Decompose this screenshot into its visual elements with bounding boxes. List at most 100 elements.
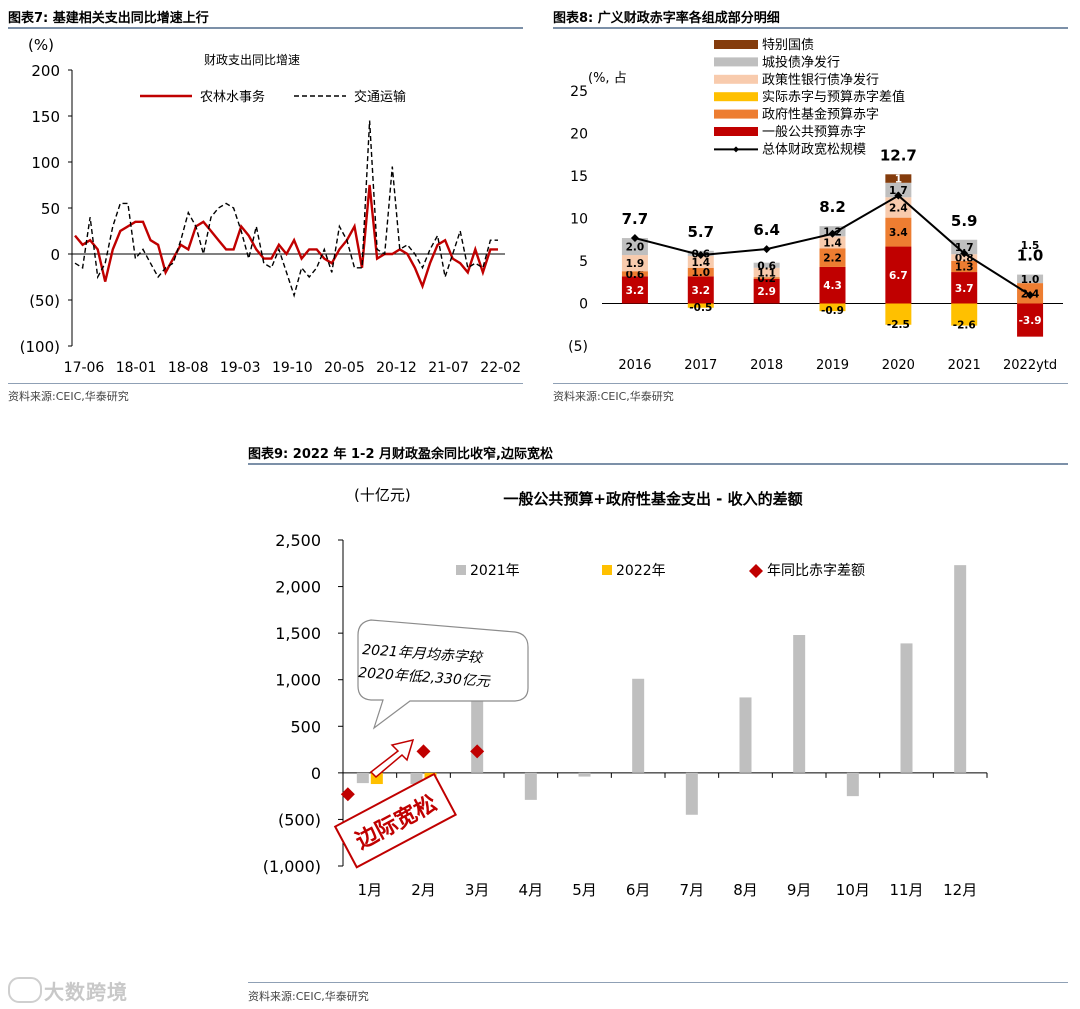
bar-1-0 — [370, 772, 383, 785]
bar-label-4-6: 1.0 — [1021, 274, 1040, 286]
unit-label: (十亿元) — [354, 486, 411, 504]
total-label-2: 6.4 — [753, 221, 780, 239]
watermark-logo-icon — [8, 977, 42, 1003]
x-tick-label: 2022ytd — [1003, 358, 1057, 373]
total-marker-2 — [762, 245, 771, 254]
bar-label-0-4: 6.7 — [889, 270, 908, 282]
x-tick-label: 11月 — [889, 881, 923, 899]
bar-0-5 — [951, 272, 978, 304]
bar-3-1 — [687, 255, 714, 268]
chart7-plot: 200 150 100 50 0 (50) (100) (%) 17-06 18-01 18-08 1… — [20, 36, 521, 376]
bar-0-1 — [687, 276, 714, 304]
x-tick-label: 19-10 — [272, 360, 313, 376]
chart8-bottom-rule — [553, 383, 1068, 384]
legend-label-1: 交通运输 — [354, 89, 406, 105]
bar-label-4-0: 2.0 — [626, 242, 645, 254]
bar-label-3-0: 1.9 — [626, 258, 645, 270]
legend-label-3: 政策性银行债净发行 — [762, 72, 879, 88]
chart9-source: 资料来源:CEIC,华泰研究 — [248, 990, 369, 1003]
legend-label-0: 农林水事务 — [200, 89, 265, 105]
y-tick-label: 100 — [31, 154, 60, 172]
bar-label-0-5: 3.7 — [955, 283, 974, 295]
total-marker-6 — [1026, 291, 1035, 299]
chart8-top-rule — [553, 27, 1068, 29]
y-tick-label: 2,500 — [275, 531, 321, 550]
x-tick-label: 21-07 — [428, 360, 469, 376]
bar-label-0-0: 3.2 — [626, 285, 645, 297]
total-marker-4 — [894, 191, 903, 200]
x-tick-label: 2020 — [882, 358, 915, 373]
y-tick-label: (50) — [29, 292, 60, 310]
x-tick-label: 12月 — [943, 881, 977, 899]
marker-2 — [470, 744, 485, 759]
bar-3-5 — [951, 254, 978, 261]
x-tick-label: 18-08 — [168, 360, 209, 376]
bar-label-2-1: -0.5 — [689, 302, 712, 314]
chart7-top-rule — [8, 27, 523, 29]
stamp-group: 边际宽松 — [333, 772, 458, 869]
bar-extra-label: 1.5 — [1021, 240, 1040, 252]
y-tick-label: 2,000 — [275, 578, 321, 597]
bar-1-3 — [819, 248, 846, 267]
x-tick-label: 3月 — [465, 881, 490, 899]
y-tick-label: (100) — [20, 338, 60, 356]
bar-0-2 — [753, 278, 780, 304]
total-marker-0 — [630, 234, 639, 243]
series-line-1 — [74, 120, 498, 298]
x-tick-label: 8月 — [733, 881, 758, 899]
annotation-bubble — [357, 619, 529, 730]
chart9-bottom-rule — [248, 982, 1068, 983]
chart7-bottom-rule — [8, 383, 523, 384]
x-tick-label: 5月 — [572, 881, 597, 899]
legend-swatch-2 — [714, 92, 758, 102]
bar-2-1 — [687, 303, 714, 308]
total-label-0: 7.7 — [622, 210, 649, 228]
x-tick-label: 17-06 — [64, 360, 105, 376]
bar-0-10 — [900, 643, 913, 773]
bar-0-9 — [846, 772, 859, 797]
legend-label-0: 一般公共预算赤字 — [762, 124, 866, 140]
bar-label-4-5: 1.7 — [955, 242, 974, 254]
y-tick-label: 10 — [570, 212, 588, 228]
chart7-inner-title: 财政支出同比增速 — [204, 53, 300, 67]
total-marker-5 — [960, 249, 969, 258]
chart9-top-rule — [248, 463, 1068, 465]
bar-label-1-4: 3.4 — [889, 227, 908, 239]
x-tick-label: 2月 — [411, 881, 436, 899]
bar-0-6 — [1017, 303, 1044, 337]
x-tick-label: 6月 — [626, 881, 651, 899]
bar-label-1-3: 2.2 — [823, 253, 842, 265]
bar-0-11 — [954, 565, 967, 773]
bar-1-1 — [687, 267, 714, 277]
x-tick-label: 19-03 — [220, 360, 261, 376]
legend-swatch-0 — [714, 127, 758, 136]
series-line-0 — [74, 184, 498, 290]
x-tick-label: 2017 — [684, 358, 717, 373]
x-tick-label: 2021 — [948, 358, 981, 373]
bar-0-5 — [632, 678, 645, 773]
total-label-4: 12.7 — [880, 146, 917, 164]
x-tick-label: 1月 — [358, 881, 383, 899]
watermark: 大数跨境 — [44, 980, 128, 1004]
bar-1-0 — [621, 271, 648, 277]
y-tick-label: (500) — [278, 810, 321, 829]
chart7-title: 图表7: 基建相关支出同比增速上行 — [8, 11, 209, 26]
bar-label-3-4: 2.4 — [889, 202, 908, 214]
x-tick-label: 20-05 — [324, 360, 365, 376]
stamp-box — [333, 772, 458, 869]
chart8-title: 图表8: 广义财政赤字率各组成部分明细 — [553, 11, 780, 26]
bar-label-1-5: 1.3 — [955, 262, 974, 274]
total-label-6: 1.0 — [1017, 247, 1044, 265]
y-axis-unit: (%, 占 — [588, 71, 627, 86]
legend-label-1: 政府性基金预算赤字 — [762, 107, 879, 123]
y-tick-label: (1,000) — [263, 857, 321, 876]
legend-label-2022: 2022年 — [616, 563, 666, 579]
y-tick-label: 150 — [31, 108, 60, 126]
total-marker-3 — [828, 229, 837, 238]
bar-4-5 — [951, 239, 978, 255]
bar-1-5 — [951, 261, 978, 273]
bar-2-3 — [819, 303, 846, 312]
y-axis-unit: (%) — [28, 36, 54, 54]
marker-1 — [416, 744, 431, 759]
chart9-title: 图表9: 2022 年 1-2 月财政盈余同比收窄,边际宽松 — [248, 447, 553, 462]
